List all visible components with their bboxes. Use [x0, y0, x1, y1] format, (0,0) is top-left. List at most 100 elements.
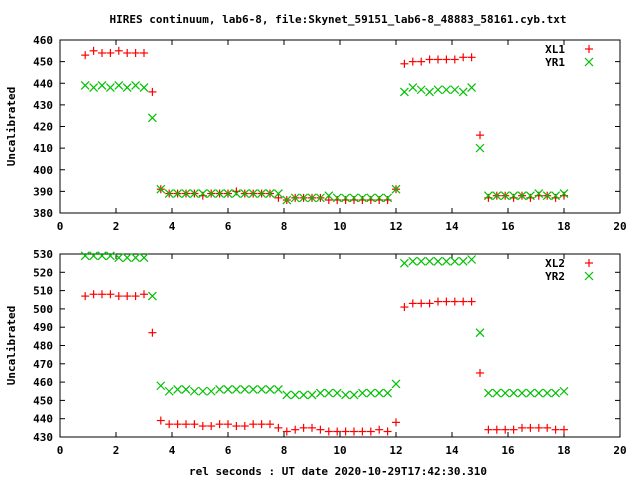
data-point — [450, 297, 459, 306]
data-point — [408, 57, 417, 66]
marker-stroke — [408, 256, 418, 266]
data-point — [248, 189, 258, 198]
panel-1: 0 2 4 6 8 10 12 14 16 18 20 380 390 400 410 420 430 440 45… — [5, 34, 627, 233]
marker-stroke — [383, 193, 393, 203]
data-point — [81, 51, 90, 60]
data-point — [441, 256, 451, 266]
marker-stroke — [97, 251, 107, 261]
data-point — [509, 388, 519, 398]
data-point — [308, 423, 316, 432]
data-point — [357, 388, 367, 398]
data-point — [257, 420, 266, 429]
data-point — [98, 290, 106, 299]
data-point — [299, 193, 309, 203]
data-point — [467, 255, 477, 264]
legend-label: XL2 — [545, 257, 565, 270]
data-point — [181, 384, 191, 394]
y-tick-label: 500 — [33, 303, 53, 316]
marker-stroke — [139, 253, 149, 263]
marker-stroke — [416, 256, 426, 266]
data-point — [476, 131, 484, 140]
data-point — [156, 184, 166, 194]
data-point — [392, 418, 400, 427]
data-point — [131, 253, 141, 263]
data-point — [483, 191, 493, 201]
data-point — [114, 46, 123, 55]
data-point — [273, 384, 283, 394]
marker-stroke — [324, 388, 334, 398]
data-point — [434, 297, 442, 306]
marker-stroke — [290, 390, 300, 400]
legend-label: YR1 — [545, 56, 565, 69]
data-point — [324, 196, 333, 205]
data-point — [391, 379, 401, 389]
data-point — [173, 420, 182, 429]
data-point — [458, 256, 468, 266]
marker-stroke — [433, 256, 443, 266]
marker-stroke — [105, 251, 115, 261]
marker-stroke — [97, 80, 107, 90]
x-tick-label: 2 — [113, 220, 120, 233]
data-point — [467, 83, 477, 92]
marker-stroke — [534, 388, 544, 398]
y-tick-label: 490 — [33, 321, 53, 334]
data-point — [105, 251, 115, 261]
data-point — [450, 256, 460, 266]
data-point — [400, 303, 409, 312]
data-point — [492, 191, 502, 201]
marker-stroke — [542, 191, 552, 201]
plot-border — [59, 253, 621, 438]
y-axis-label: Uncalibrated — [5, 87, 18, 166]
data-point — [525, 191, 535, 201]
data-point — [224, 420, 232, 429]
data-point — [147, 291, 157, 301]
data-point — [189, 189, 199, 198]
marker-stroke — [307, 193, 317, 203]
marker-stroke — [299, 193, 309, 203]
marker-stroke — [215, 384, 225, 394]
marker-stroke — [307, 390, 317, 400]
data-point — [114, 253, 124, 263]
marker-stroke — [122, 83, 132, 92]
data-point — [517, 388, 527, 398]
y-tick-label: 450 — [33, 394, 53, 407]
data-point — [148, 328, 157, 337]
marker-stroke — [500, 191, 510, 201]
data-point — [198, 422, 207, 431]
series-YR1 — [80, 80, 569, 205]
marker-stroke — [551, 388, 561, 398]
marker-stroke — [458, 256, 468, 266]
data-point — [366, 388, 376, 398]
data-point — [282, 390, 292, 400]
marker-stroke — [332, 193, 342, 203]
data-point — [475, 328, 485, 338]
marker-stroke — [139, 83, 149, 92]
marker-stroke — [181, 189, 191, 198]
marker-stroke — [240, 384, 250, 394]
marker-stroke — [231, 384, 241, 394]
marker-stroke — [525, 191, 535, 201]
marker-stroke — [324, 191, 334, 201]
y-tick-label: 530 — [33, 248, 53, 261]
data-point — [399, 258, 409, 268]
data-point — [122, 253, 132, 263]
y-tick-label: 520 — [33, 266, 53, 279]
marker-stroke — [441, 256, 451, 266]
marker-stroke — [114, 253, 124, 263]
y-tick-label: 450 — [33, 56, 53, 69]
data-point — [417, 57, 426, 66]
marker-stroke — [525, 388, 535, 398]
data-point — [282, 195, 292, 205]
data-point — [357, 193, 367, 203]
marker-stroke — [223, 384, 233, 394]
data-point — [476, 368, 484, 377]
data-point — [106, 48, 115, 57]
marker-stroke — [215, 189, 225, 198]
marker-stroke — [467, 255, 477, 264]
data-point — [459, 297, 468, 306]
marker-stroke — [257, 384, 267, 394]
marker-stroke — [391, 379, 401, 389]
data-point — [492, 425, 501, 434]
data-point — [467, 297, 476, 306]
marker-stroke — [265, 189, 275, 198]
